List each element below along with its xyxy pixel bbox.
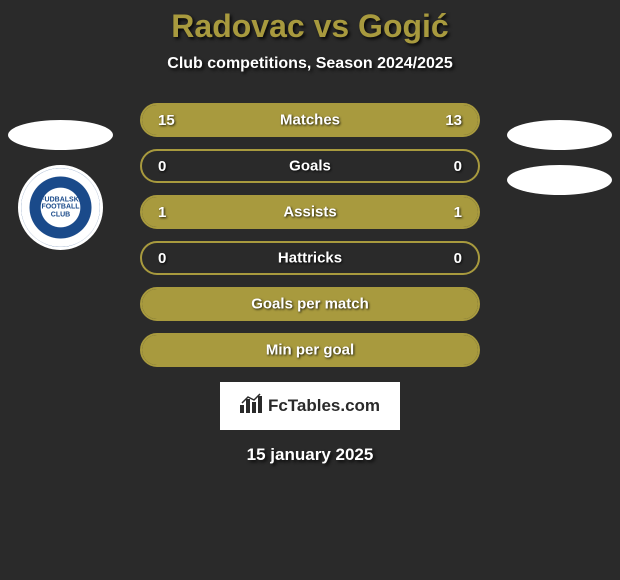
- stat-value-left: 1: [158, 204, 188, 221]
- stat-bar: 1 Assists 1: [140, 195, 480, 229]
- stat-label: Matches: [280, 112, 340, 129]
- club-badge-left: FUDBALSKIFOOTBALL CLUB: [18, 165, 103, 250]
- stat-label: Hattricks: [278, 250, 342, 267]
- stat-value-right: 13: [432, 112, 462, 129]
- stat-label: Goals per match: [251, 296, 369, 313]
- stat-value-left: 0: [158, 250, 188, 267]
- page-subtitle: Club competitions, Season 2024/2025: [0, 55, 620, 73]
- stat-value-right: 1: [432, 204, 462, 221]
- date-text: 15 january 2025: [0, 445, 620, 465]
- player-left-panel: FUDBALSKIFOOTBALL CLUB: [8, 120, 113, 250]
- club-badge-left-text: FUDBALSKIFOOTBALL CLUB: [40, 196, 80, 219]
- stat-bar: Goals per match: [140, 287, 480, 321]
- stat-bar: 15 Matches 13: [140, 103, 480, 137]
- stat-value-right: 0: [432, 250, 462, 267]
- stat-label: Min per goal: [266, 342, 354, 359]
- stat-label: Goals: [289, 158, 331, 175]
- club-badge-right: [507, 165, 612, 195]
- stat-bar: 0 Hattricks 0: [140, 241, 480, 275]
- player-right-panel: [507, 120, 612, 195]
- page-title: Radovac vs Gogić: [0, 8, 620, 45]
- footer-brand-text: FcTables.com: [268, 396, 380, 416]
- footer-brand-badge: FcTables.com: [220, 382, 400, 430]
- stats-container: 15 Matches 13 0 Goals 0 1 Assists 1 0 Hattricks 0 Go…: [140, 103, 480, 367]
- player-right-photo: [507, 120, 612, 150]
- stat-bar: 0 Goals 0: [140, 149, 480, 183]
- stat-bar: Min per goal: [140, 333, 480, 367]
- stat-value-right: 0: [432, 158, 462, 175]
- chart-icon: [240, 393, 262, 419]
- comparison-infographic: Radovac vs Gogić Club competitions, Seas…: [0, 0, 620, 580]
- stat-value-left: 0: [158, 158, 188, 175]
- player-left-photo: [8, 120, 113, 150]
- stat-label: Assists: [283, 204, 336, 221]
- stat-value-left: 15: [158, 112, 188, 129]
